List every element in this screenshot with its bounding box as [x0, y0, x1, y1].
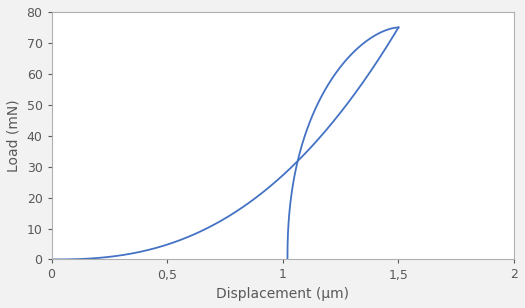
X-axis label: Displacement (μm): Displacement (μm)	[216, 287, 349, 301]
Y-axis label: Load (mN): Load (mN)	[7, 99, 21, 172]
